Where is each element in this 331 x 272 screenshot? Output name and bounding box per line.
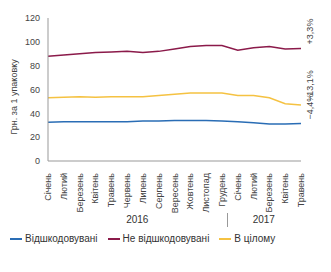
svg-text:Лютий: Лютий <box>59 173 69 200</box>
html-text:В цілому: В цілому <box>234 233 276 244</box>
html-text:Відшкодовувані: Відшкодовувані <box>25 233 98 244</box>
svg-text:80: 80 <box>30 61 40 71</box>
svg-text:−13,1%: −13,1% <box>305 70 315 101</box>
svg-text:Грн. за 1 упаковку: Грн. за 1 упаковку <box>9 59 19 135</box>
svg-text:Травень: Травень <box>296 173 306 208</box>
svg-text:Травень: Травень <box>106 173 116 208</box>
svg-text:Квітень: Квітень <box>90 173 100 204</box>
svg-text:Вересень: Вересень <box>170 173 180 213</box>
svg-text:Січень: Січень <box>233 173 243 201</box>
svg-text:Жовтень: Жовтень <box>185 173 195 210</box>
svg-text:120: 120 <box>25 13 40 23</box>
svg-text:40: 40 <box>30 109 40 119</box>
svg-text:Березень: Березень <box>264 173 274 213</box>
svg-text:+3,3%: +3,3% <box>305 19 315 45</box>
html-text:2017: 2017 <box>252 214 275 225</box>
svg-text:−4,4%: −4,4% <box>305 93 315 120</box>
svg-text:Листопад: Листопад <box>201 172 211 212</box>
svg-text:Квітень: Квітень <box>280 173 290 204</box>
svg-text:Березень: Березень <box>75 173 85 213</box>
svg-text:Грудень: Грудень <box>217 173 227 207</box>
svg-text:60: 60 <box>30 85 40 95</box>
html-text:2016: 2016 <box>126 214 149 225</box>
svg-text:Серпень: Серпень <box>154 173 164 209</box>
svg-text:20: 20 <box>30 132 40 142</box>
svg-text:0: 0 <box>35 156 40 166</box>
svg-text:100: 100 <box>25 37 40 47</box>
svg-text:Червень: Червень <box>122 173 132 209</box>
svg-text:Липень: Липень <box>138 173 148 204</box>
html-text:Не відшкодовувані: Не відшкодовувані <box>122 233 210 244</box>
svg-text:Лютий: Лютий <box>249 173 259 200</box>
svg-text:Січень: Січень <box>43 173 53 201</box>
